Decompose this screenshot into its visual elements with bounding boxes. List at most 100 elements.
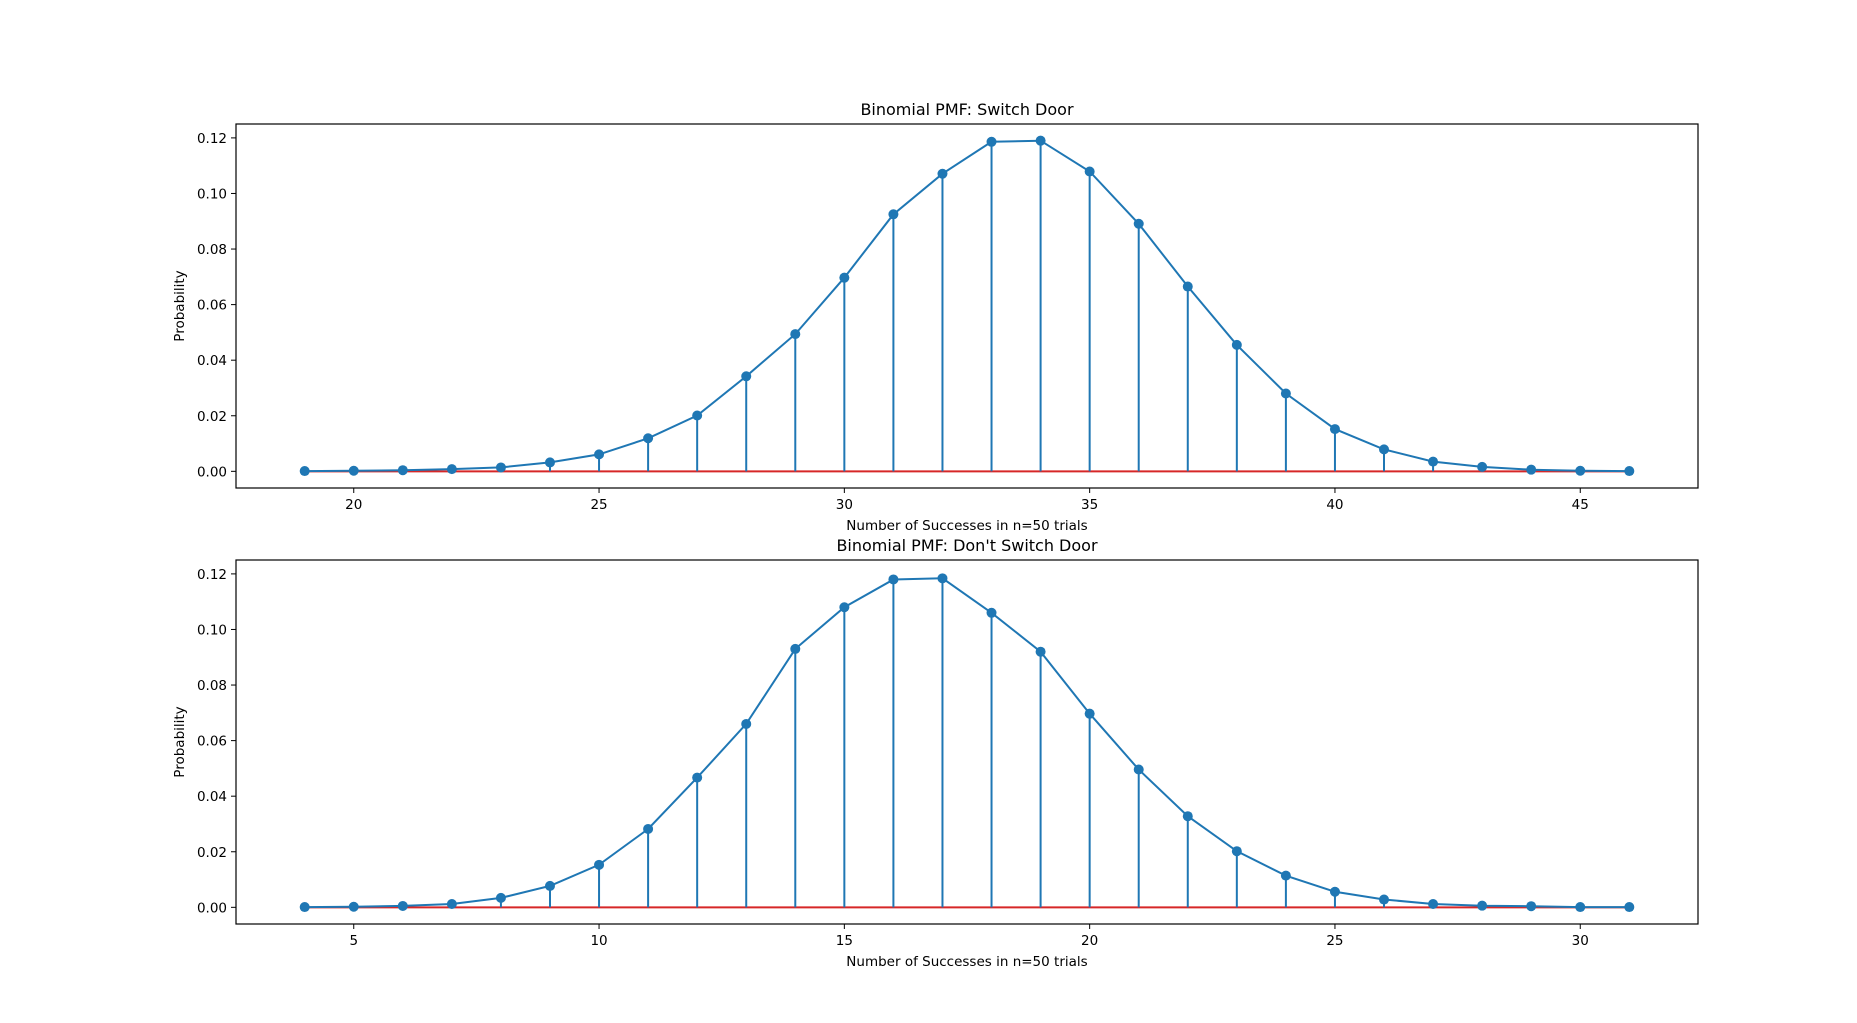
data-point (937, 168, 948, 179)
data-point (397, 900, 408, 911)
y-axis-label: Probability (172, 706, 188, 777)
data-point (495, 462, 506, 473)
data-point (790, 329, 801, 340)
y-tick-label: 0.08 (197, 242, 227, 258)
y-tick-label: 0.04 (197, 353, 227, 369)
x-axis-label: Number of Successes in n=50 trials (846, 954, 1087, 970)
data-point (1182, 281, 1193, 292)
chart-title: Binomial PMF: Switch Door (860, 100, 1073, 119)
data-point (594, 449, 605, 460)
x-tick-label: 45 (1572, 497, 1589, 513)
y-ticks: 0.00 0.02 0.04 0.06 0.08 0.10 0.12 (197, 567, 236, 916)
data-point (544, 880, 555, 891)
y-tick-label: 0.06 (197, 734, 227, 750)
data-point (1231, 846, 1242, 857)
data-point (1624, 902, 1635, 913)
data-point (1477, 461, 1488, 472)
data-point (1133, 764, 1144, 775)
data-point (741, 718, 752, 729)
series-line (304, 577, 1630, 909)
x-tick-label: 20 (345, 497, 362, 513)
x-tick-label: 25 (590, 497, 607, 513)
data-point (1575, 902, 1586, 913)
data-point (1084, 708, 1095, 719)
data-point (692, 772, 703, 783)
plot-marks (299, 135, 1635, 477)
data-point (937, 573, 948, 584)
data-point (1035, 135, 1046, 146)
y-tick-label: 0.00 (197, 464, 227, 480)
x-tick-label: 5 (349, 933, 358, 949)
x-tick-label: 30 (836, 497, 853, 513)
series-line (304, 139, 1630, 473)
data-point (643, 433, 654, 444)
data-point (544, 457, 555, 468)
data-point (1182, 811, 1193, 822)
data-point (348, 901, 359, 912)
data-point (1329, 886, 1340, 897)
subplot-switch-door: 20 25 30 35 40 45 0.00 0.02 0.04 0.06 0.08 0.10 0.1… (172, 100, 1699, 534)
data-point (299, 902, 310, 913)
data-point (1329, 424, 1340, 435)
y-tick-label: 0.08 (197, 678, 227, 694)
data-point (1280, 870, 1291, 881)
data-point (839, 602, 850, 613)
data-point (446, 464, 457, 475)
data-point (986, 136, 997, 147)
data-point (839, 272, 850, 283)
data-point (446, 898, 457, 909)
x-tick-label: 25 (1326, 933, 1343, 949)
y-tick-label: 0.00 (197, 900, 227, 916)
data-point (495, 892, 506, 903)
y-tick-label: 0.04 (197, 789, 227, 805)
y-tick-label: 0.10 (197, 186, 227, 202)
y-axis-label: Probability (172, 270, 188, 341)
x-tick-label: 40 (1326, 497, 1343, 513)
y-tick-label: 0.12 (197, 131, 227, 147)
x-ticks: 5 10 15 20 25 30 (349, 924, 1589, 949)
x-tick-label: 30 (1572, 933, 1589, 949)
y-ticks: 0.00 0.02 0.04 0.06 0.08 0.10 0.12 (197, 131, 236, 480)
data-point (1477, 900, 1488, 911)
data-point (643, 823, 654, 834)
chart-title: Binomial PMF: Don't Switch Door (836, 536, 1098, 555)
axes-frame (235, 123, 1699, 489)
data-point (741, 371, 752, 382)
data-point (790, 643, 801, 654)
data-point (1526, 901, 1537, 912)
data-point (397, 465, 408, 476)
x-tick-label: 10 (590, 933, 607, 949)
data-point (1035, 646, 1046, 657)
subplot-dont-switch-door: 5 10 15 20 25 30 0.00 0.02 0.04 0.06 0.08 0.10 0.12… (172, 536, 1699, 970)
y-tick-label: 0.02 (197, 409, 227, 425)
data-point (1133, 218, 1144, 229)
data-point (1575, 465, 1586, 476)
y-tick-label: 0.06 (197, 298, 227, 314)
y-tick-label: 0.12 (197, 567, 227, 583)
data-point (1379, 444, 1390, 455)
data-point (1428, 456, 1439, 467)
data-point (1280, 388, 1291, 399)
plot-marks (299, 573, 1635, 913)
data-point (1624, 466, 1635, 477)
axes-frame (235, 559, 1699, 925)
x-ticks: 20 25 30 35 40 45 (345, 488, 1589, 513)
data-point (1526, 464, 1537, 475)
y-tick-label: 0.10 (197, 622, 227, 638)
data-point (888, 574, 899, 585)
data-point (1084, 166, 1095, 177)
x-axis-label: Number of Successes in n=50 trials (846, 518, 1087, 534)
data-point (1428, 898, 1439, 909)
data-point (1379, 894, 1390, 905)
x-tick-label: 20 (1081, 933, 1098, 949)
x-tick-label: 15 (836, 933, 853, 949)
data-point (299, 466, 310, 477)
y-tick-label: 0.02 (197, 845, 227, 861)
data-point (692, 410, 703, 421)
data-point (348, 465, 359, 476)
data-point (888, 209, 899, 220)
data-point (986, 607, 997, 618)
data-point (1231, 339, 1242, 350)
